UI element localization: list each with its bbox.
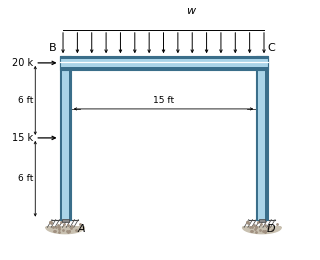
Text: 15 ft: 15 ft bbox=[153, 96, 174, 105]
Bar bbox=[256, 56, 268, 220]
Polygon shape bbox=[243, 227, 281, 234]
Text: 6 ft: 6 ft bbox=[18, 96, 34, 105]
Text: 6 ft: 6 ft bbox=[18, 174, 34, 183]
Text: D: D bbox=[267, 224, 276, 234]
Text: A: A bbox=[77, 224, 85, 234]
Bar bbox=[60, 56, 268, 58]
Bar bbox=[60, 56, 61, 220]
Bar bbox=[256, 56, 258, 220]
Polygon shape bbox=[46, 227, 84, 234]
Text: B: B bbox=[49, 43, 56, 53]
Bar bbox=[62, 219, 68, 222]
Bar bbox=[60, 56, 268, 70]
Text: C: C bbox=[267, 43, 275, 53]
Bar bbox=[60, 56, 71, 220]
Text: 15 k: 15 k bbox=[12, 133, 33, 143]
Bar bbox=[69, 56, 71, 220]
Text: 20 k: 20 k bbox=[12, 58, 33, 68]
Text: $w$: $w$ bbox=[186, 6, 197, 16]
Bar bbox=[266, 56, 268, 220]
Bar bbox=[259, 219, 265, 222]
Bar bbox=[60, 67, 268, 70]
